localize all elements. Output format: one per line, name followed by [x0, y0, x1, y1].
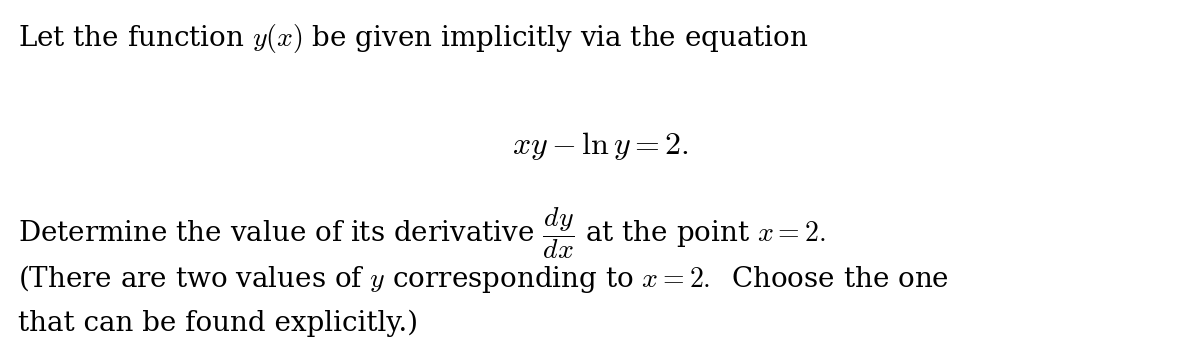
Text: (There are two values of $y$ corresponding to $x = 2.\;$ Choose the one: (There are two values of $y$ correspondi…: [18, 263, 949, 295]
Text: Determine the value of its derivative $\dfrac{dy}{dx}$ at the point $x = 2.$: Determine the value of its derivative $\…: [18, 205, 826, 261]
Text: $xy - \ln y = 2.$: $xy - \ln y = 2.$: [511, 130, 689, 162]
Text: Let the function $y(x)$ be given implicitly via the equation: Let the function $y(x)$ be given implici…: [18, 22, 809, 55]
Text: that can be found explicitly.): that can be found explicitly.): [18, 310, 418, 337]
